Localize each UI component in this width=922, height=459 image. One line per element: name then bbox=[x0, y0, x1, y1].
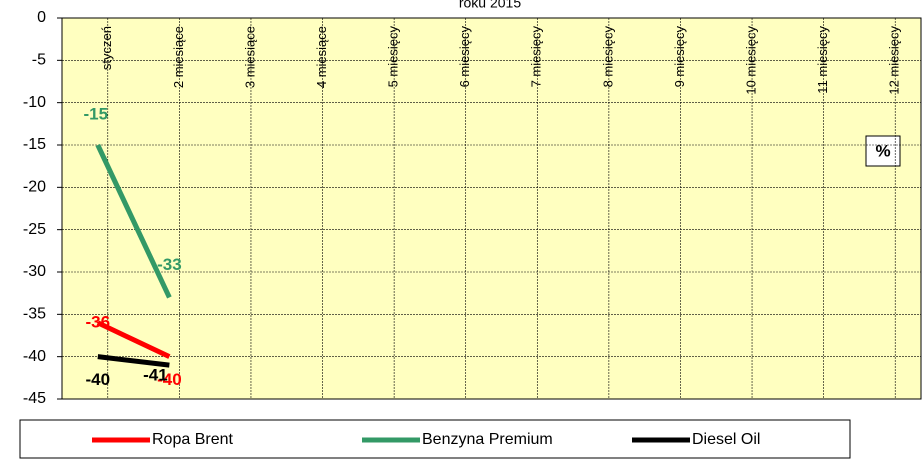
series-line bbox=[95, 143, 172, 299]
unit-label: % bbox=[875, 141, 890, 160]
data-label: -40 bbox=[157, 370, 182, 389]
x-tick-label: 6 miesięcy bbox=[457, 26, 472, 88]
legend-label: Ropa Brent bbox=[152, 431, 233, 448]
data-label: -15 bbox=[84, 104, 109, 123]
y-tick-label: 0 bbox=[37, 9, 46, 26]
y-tick-label: -20 bbox=[23, 179, 46, 196]
x-tick-label: 4 miesiące bbox=[314, 26, 329, 88]
y-tick-label: -35 bbox=[23, 306, 46, 323]
legend bbox=[19, 419, 851, 459]
series-line bbox=[96, 320, 171, 359]
x-tick-label: 5 miesięcy bbox=[386, 26, 401, 88]
legend-label: Benzyna Premium bbox=[422, 431, 553, 448]
x-tick-label: 7 miesięcy bbox=[529, 26, 544, 88]
y-tick-label: -25 bbox=[23, 221, 46, 238]
x-tick-label: 2 miesiące bbox=[171, 26, 186, 88]
y-tick-label: -15 bbox=[23, 136, 46, 153]
data-label: -36 bbox=[86, 312, 111, 331]
legend-label: Diesel Oil bbox=[692, 431, 760, 448]
plot-area bbox=[61, 17, 922, 400]
x-tick-label: 3 miesiące bbox=[242, 26, 257, 88]
series-line bbox=[97, 354, 170, 368]
x-tick-label: 12 miesięcy bbox=[887, 26, 902, 95]
data-label: -33 bbox=[157, 255, 182, 274]
y-tick-label: -10 bbox=[23, 94, 46, 111]
data-label: -40 bbox=[86, 370, 111, 389]
x-tick-label: 11 miesięcy bbox=[815, 26, 830, 94]
y-tick-label: -40 bbox=[23, 348, 46, 365]
x-tick-label: styczeń bbox=[99, 26, 114, 70]
chart-title: roku 2015 bbox=[459, 0, 521, 11]
data-label: -41 bbox=[143, 366, 168, 385]
x-tick-label: 9 miesięcy bbox=[672, 26, 687, 88]
unit-box bbox=[865, 135, 901, 167]
x-tick-label: 8 miesięcy bbox=[600, 26, 615, 88]
y-tick-label: -5 bbox=[32, 52, 46, 69]
y-tick-label: -45 bbox=[23, 390, 46, 407]
x-tick-label: 10 miesięcy bbox=[743, 26, 758, 95]
y-tick-label: -30 bbox=[23, 263, 46, 280]
